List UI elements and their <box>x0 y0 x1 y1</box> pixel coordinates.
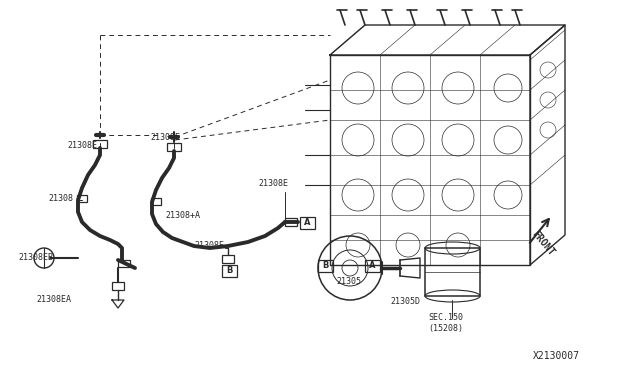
Bar <box>222 255 234 263</box>
Text: FRONT: FRONT <box>530 228 556 257</box>
Bar <box>77 195 87 202</box>
Text: 21308EB: 21308EB <box>18 253 53 263</box>
Text: 21308E: 21308E <box>67 141 97 150</box>
Bar <box>151 198 161 205</box>
Bar <box>167 143 181 151</box>
Text: 21308+A: 21308+A <box>165 211 200 219</box>
Text: 21305D: 21305D <box>390 298 420 307</box>
Text: 21308E: 21308E <box>150 132 180 141</box>
Bar <box>118 260 130 267</box>
Text: SEC.150: SEC.150 <box>428 314 463 323</box>
Text: A: A <box>304 218 310 227</box>
Bar <box>425 248 480 296</box>
Text: 21308EA: 21308EA <box>36 295 71 305</box>
Text: (15208): (15208) <box>428 324 463 333</box>
Text: X2130007: X2130007 <box>532 351 579 361</box>
Text: 21308E: 21308E <box>258 179 288 187</box>
Text: B: B <box>322 261 328 270</box>
Text: B: B <box>226 266 232 275</box>
Text: 21308E: 21308E <box>194 241 224 250</box>
Bar <box>93 140 107 148</box>
Text: 21308: 21308 <box>48 193 73 202</box>
Bar <box>285 218 297 226</box>
Bar <box>112 282 124 290</box>
Text: 21305: 21305 <box>336 278 361 286</box>
Text: A: A <box>369 261 375 270</box>
